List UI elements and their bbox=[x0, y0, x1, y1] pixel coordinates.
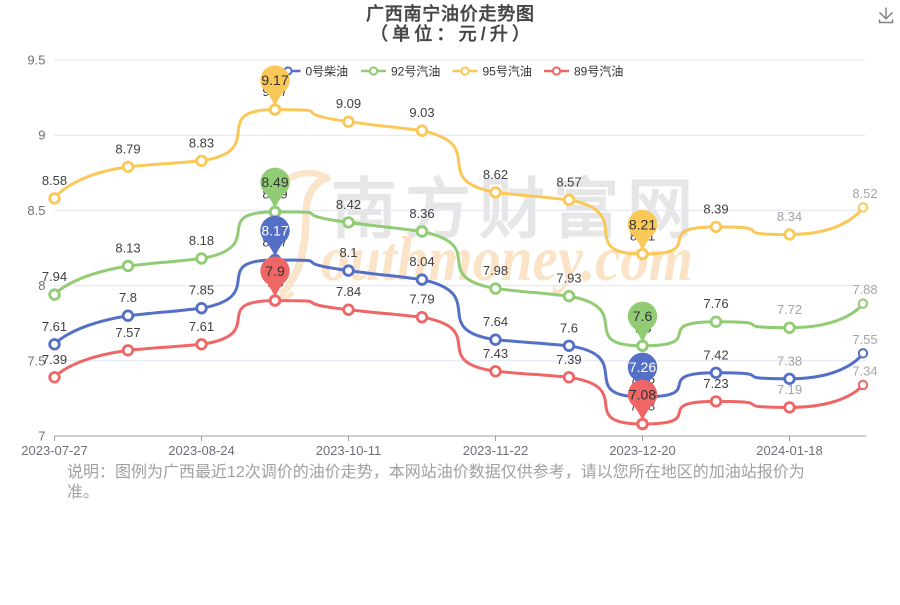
svg-text:8.49: 8.49 bbox=[261, 174, 288, 190]
svg-text:9.03: 9.03 bbox=[409, 105, 434, 120]
svg-text:8.58: 8.58 bbox=[42, 173, 67, 188]
svg-text:8.04: 8.04 bbox=[409, 254, 434, 269]
svg-text:7.84: 7.84 bbox=[336, 284, 361, 299]
svg-text:7.94: 7.94 bbox=[42, 269, 67, 284]
svg-text:2024-01-18: 2024-01-18 bbox=[756, 443, 823, 458]
svg-text:95号汽油: 95号汽油 bbox=[483, 64, 532, 79]
svg-text:7.85: 7.85 bbox=[189, 283, 214, 298]
svg-text:2023-11-22: 2023-11-22 bbox=[463, 443, 529, 458]
svg-text:8.5: 8.5 bbox=[27, 203, 45, 218]
svg-text:2023-10-11: 2023-10-11 bbox=[316, 443, 382, 458]
svg-text:7.6: 7.6 bbox=[560, 320, 578, 335]
svg-text:准。: 准。 bbox=[67, 483, 99, 501]
svg-text:7.39: 7.39 bbox=[42, 352, 67, 367]
svg-text:7.19: 7.19 bbox=[777, 382, 802, 397]
svg-text:7.61: 7.61 bbox=[42, 319, 67, 334]
svg-text:广西南宁油价走势图: 广西南宁油价走势图 bbox=[366, 3, 534, 24]
svg-text:7.88: 7.88 bbox=[852, 282, 877, 297]
svg-text:7.98: 7.98 bbox=[483, 263, 508, 278]
svg-text:7.79: 7.79 bbox=[409, 292, 434, 307]
svg-text:0号柴油: 0号柴油 bbox=[306, 65, 349, 79]
svg-text:7.72: 7.72 bbox=[777, 302, 802, 317]
svg-text:9.09: 9.09 bbox=[336, 96, 361, 111]
svg-text:9.5: 9.5 bbox=[27, 53, 45, 68]
svg-text:7.34: 7.34 bbox=[852, 363, 877, 378]
svg-text:7.55: 7.55 bbox=[852, 332, 877, 347]
svg-text:8.17: 8.17 bbox=[261, 222, 288, 238]
svg-text:8.18: 8.18 bbox=[189, 233, 214, 248]
svg-text:8.42: 8.42 bbox=[336, 197, 361, 212]
svg-text:7.76: 7.76 bbox=[703, 296, 728, 311]
svg-text:7.42: 7.42 bbox=[703, 347, 728, 362]
svg-text:（单位：元/升）: （单位：元/升） bbox=[370, 23, 530, 44]
svg-text:8.83: 8.83 bbox=[189, 135, 214, 150]
svg-text:8.13: 8.13 bbox=[115, 241, 140, 256]
svg-text:7.93: 7.93 bbox=[556, 271, 581, 286]
svg-text:8.62: 8.62 bbox=[483, 167, 508, 182]
svg-text:8: 8 bbox=[38, 278, 45, 293]
svg-text:89号汽油: 89号汽油 bbox=[574, 64, 623, 79]
svg-text:7.39: 7.39 bbox=[556, 352, 581, 367]
svg-text:7.08: 7.08 bbox=[629, 386, 656, 402]
svg-text:7.8: 7.8 bbox=[119, 290, 137, 305]
svg-text:8.1: 8.1 bbox=[339, 245, 357, 260]
svg-text:7.64: 7.64 bbox=[483, 314, 508, 329]
svg-text:7.23: 7.23 bbox=[703, 376, 728, 391]
svg-text:outhmoney.com: outhmoney.com bbox=[321, 223, 693, 294]
svg-text:7.6: 7.6 bbox=[633, 308, 653, 324]
svg-text:8.34: 8.34 bbox=[777, 209, 802, 224]
svg-text:9: 9 bbox=[38, 128, 45, 143]
svg-text:9.17: 9.17 bbox=[261, 72, 288, 88]
svg-text:7.57: 7.57 bbox=[115, 325, 140, 340]
svg-text:2023-08-24: 2023-08-24 bbox=[168, 443, 235, 458]
svg-text:8.39: 8.39 bbox=[703, 201, 728, 216]
svg-text:7: 7 bbox=[38, 429, 45, 444]
svg-text:7.9: 7.9 bbox=[265, 263, 285, 279]
svg-text:2023-12-20: 2023-12-20 bbox=[609, 443, 676, 458]
svg-text:8.21: 8.21 bbox=[629, 216, 656, 232]
svg-text:8.57: 8.57 bbox=[556, 174, 581, 189]
svg-text:8.36: 8.36 bbox=[409, 206, 434, 221]
svg-text:7.26: 7.26 bbox=[629, 359, 656, 375]
svg-text:2023-07-27: 2023-07-27 bbox=[21, 443, 88, 458]
svg-text:7.5: 7.5 bbox=[27, 353, 45, 368]
svg-text:7.38: 7.38 bbox=[777, 353, 802, 368]
svg-text:8.52: 8.52 bbox=[852, 186, 877, 201]
svg-text:7.61: 7.61 bbox=[189, 319, 214, 334]
svg-text:92号汽油: 92号汽油 bbox=[391, 64, 440, 79]
svg-text:8.79: 8.79 bbox=[115, 141, 140, 156]
svg-text:说明：图例为广西最近12次调价的油价走势，本网站油价数据仅供: 说明：图例为广西最近12次调价的油价走势，本网站油价数据仅供参考，请以您所在地区… bbox=[67, 463, 805, 481]
svg-text:7.43: 7.43 bbox=[483, 346, 508, 361]
